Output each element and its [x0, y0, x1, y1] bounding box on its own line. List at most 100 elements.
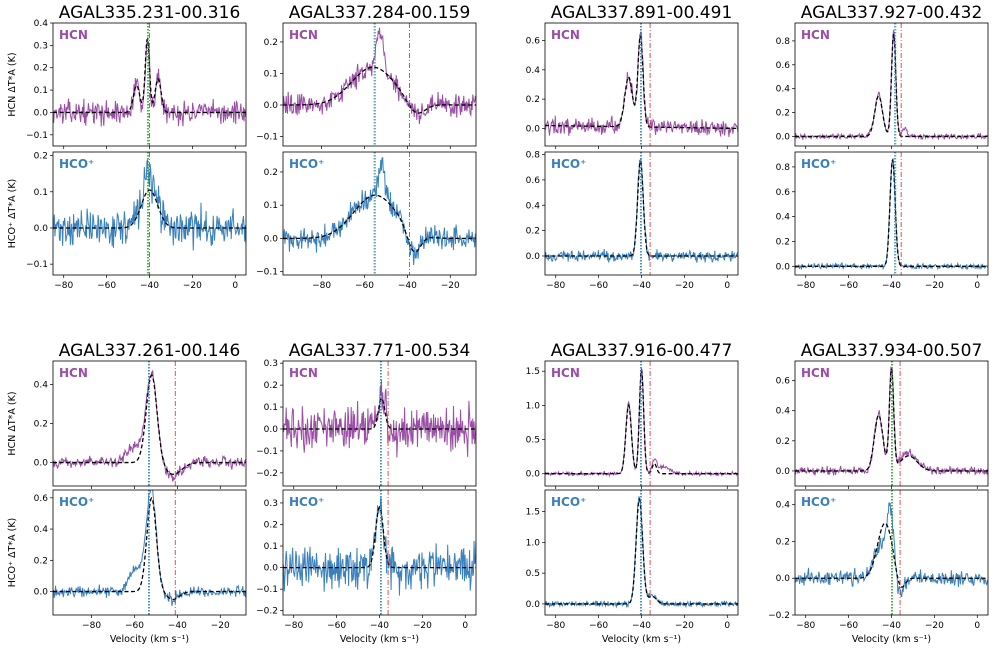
xtick-label-7: 0	[974, 621, 980, 631]
hcn-axes-frame-1	[282, 22, 477, 147]
hco-ytick-label-7: 0.2	[776, 537, 790, 547]
hco-panel-1: −0.1 0.0 0.1 0.2 −80 −60 −40 −20 HCO⁺	[256, 151, 477, 291]
hcn-ytick-label-5: 0.1	[264, 403, 278, 413]
hcn-label-4: HCN	[59, 366, 88, 380]
hcn-panel-4: 0.0 0.2 0.4 HCN	[34, 360, 247, 489]
hco-panel-7: −0.2 0.0 0.2 0.4 −80 −60 −40 −20 0 HCO⁺	[768, 489, 989, 631]
hcn-ytick-label-0: 0.4	[34, 19, 49, 29]
hcn-ytick-label-3: 0.4	[776, 85, 791, 95]
xtick-label-6: −40	[632, 621, 651, 631]
hco-ytick-label-3: 0.2	[776, 237, 790, 247]
xtick-label-0: −80	[54, 281, 73, 291]
xtick-label-3: −80	[796, 281, 815, 291]
xtick-label-2: 0	[724, 281, 730, 291]
xtick-label-6: −20	[675, 621, 694, 631]
source-title-0: AGAL335.231-00.316	[59, 3, 241, 23]
hco-ytick-label-1: −0.1	[256, 268, 278, 278]
hco-ytick-label-3: 0.6	[776, 188, 791, 198]
hcn-panel-7: 0.0 0.2 0.4 0.6 HCN	[776, 360, 989, 489]
hco-ytick-label-0: 0.2	[34, 152, 48, 162]
hco-ytick-label-5: 0.1	[264, 542, 278, 552]
hco-ytick-label-4: 0.0	[34, 588, 49, 598]
xtick-label-3: −40	[882, 281, 901, 291]
hcn-ylabel-row-1: HCN ΔT*A (K)	[7, 391, 18, 455]
hco-ytick-label-3: 0.4	[776, 213, 791, 223]
hcn-ytick-label-5: −0.1	[256, 447, 278, 457]
hco-ytick-label-2: 0.2	[526, 227, 540, 237]
hco-label-0: HCO⁺	[59, 157, 94, 171]
hcn-panel-6: 0.0 0.5 1.0 1.5 HCN	[526, 360, 739, 489]
hcn-ytick-label-3: 0.6	[776, 61, 791, 71]
hco-spectrum-3	[795, 159, 988, 271]
xtick-label-4: −80	[82, 621, 101, 631]
xtick-label-1: −40	[398, 281, 417, 291]
hcn-ytick-label-6: 0.5	[526, 436, 540, 446]
hco-ytick-label-3: 0.8	[776, 163, 791, 173]
xtick-label-7: −80	[796, 621, 815, 631]
hco-model-fit-5	[283, 506, 476, 569]
hco-model-fit-4	[53, 497, 246, 601]
hco-ytick-label-0: −0.1	[26, 260, 48, 270]
hco-model-fit-7	[795, 522, 988, 588]
hcn-label-3: HCN	[801, 28, 830, 42]
hcn-panel-3: 0.0 0.2 0.4 0.6 0.8 HCN	[776, 22, 989, 149]
xtick-label-3: −20	[925, 281, 944, 291]
hco-ytick-label-1: 0.0	[264, 234, 279, 244]
hco-ytick-label-0: 0.1	[34, 188, 48, 198]
hcn-panel-5: −0.2 −0.1 0.0 0.1 0.2 0.3 HCN	[256, 359, 477, 489]
xtick-label-4: −20	[211, 621, 230, 631]
hcn-ytick-label-1: 0.0	[264, 101, 279, 111]
hco-model-fit-6	[545, 497, 738, 605]
hco-panel-4: 0.0 0.2 0.4 0.6 −80 −60 −40 −20 HCO⁺	[34, 489, 247, 631]
xtick-label-2: −60	[589, 281, 608, 291]
xtick-label-0: 0	[232, 281, 238, 291]
hco-ytick-label-5: 0.0	[264, 564, 279, 574]
hcn-ytick-label-5: 0.0	[264, 425, 279, 435]
hco-ytick-label-2: 0.0	[526, 252, 541, 262]
hcn-ytick-label-6: 1.0	[526, 401, 541, 411]
xtick-label-0: −60	[97, 281, 116, 291]
hco-panel-6: 0.0 0.5 1.0 1.5 −80 −60 −40 −20 0 HCO⁺	[526, 489, 739, 631]
hco-ytick-label-2: 0.4	[526, 201, 541, 211]
hco-model-fit-1	[283, 194, 476, 253]
hco-ytick-label-7: 0.0	[776, 574, 791, 584]
hcn-model-fit-1	[283, 66, 476, 114]
hcn-label-6: HCN	[551, 366, 580, 380]
hcn-ytick-label-4: 0.2	[34, 420, 48, 430]
hco-ytick-label-3: 0.0	[776, 262, 791, 272]
xtick-label-1: −60	[355, 281, 374, 291]
hcn-ytick-label-3: 0.2	[776, 109, 790, 119]
hco-ytick-label-6: 1.5	[526, 508, 540, 518]
hcn-spectrum-5	[283, 379, 476, 458]
hcn-spectrum-4	[53, 370, 246, 482]
hco-ytick-label-0: 0.0	[34, 224, 49, 234]
hcn-ylabel-row-0: HCN ΔT*A (K)	[7, 52, 18, 116]
hco-ytick-label-4: 0.6	[34, 494, 49, 504]
source-title-1: AGAL337.284-00.159	[289, 3, 471, 23]
hco-model-fit-2	[545, 159, 738, 257]
hco-ylabel-row-0: HCO⁺ ΔT*A (K)	[7, 179, 18, 249]
hco-ytick-label-6: 0.0	[526, 600, 541, 610]
hcn-ytick-label-0: 0.3	[34, 41, 48, 51]
hco-spectrum-5	[283, 497, 476, 596]
hcn-ytick-label-6: 0.0	[526, 470, 541, 480]
xtick-label-1: −80	[312, 281, 331, 291]
xtick-label-2: −20	[675, 281, 694, 291]
hco-axes-frame-1	[282, 151, 477, 276]
xtick-label-7: −20	[925, 621, 944, 631]
hcn-ytick-label-0: 0.1	[34, 86, 48, 96]
hcn-label-2: HCN	[551, 28, 580, 42]
hcn-model-fit-6	[545, 369, 738, 475]
xtick-label-6: −80	[546, 621, 565, 631]
hcn-ytick-label-7: 0.4	[776, 407, 791, 417]
hcn-ytick-label-4: 0.4	[34, 380, 49, 390]
hcn-ytick-label-1: 0.1	[264, 69, 278, 79]
hco-panel-0: −0.1 0.0 0.1 0.2 −80 −60 −40 −20 0 HCO⁺	[26, 151, 247, 291]
hco-ytick-label-7: −0.2	[768, 611, 790, 621]
hcn-ytick-label-2: 0.6	[526, 37, 541, 47]
hcn-ytick-label-4: 0.0	[34, 459, 49, 469]
hco-panel-3: 0.0 0.2 0.4 0.6 0.8 −80 −60 −40 −20 0 HCO⁺	[776, 151, 989, 291]
hco-ytick-label-4: 0.2	[34, 556, 48, 566]
hcn-model-fit-7	[795, 368, 988, 472]
xtick-label-5: −40	[370, 621, 389, 631]
